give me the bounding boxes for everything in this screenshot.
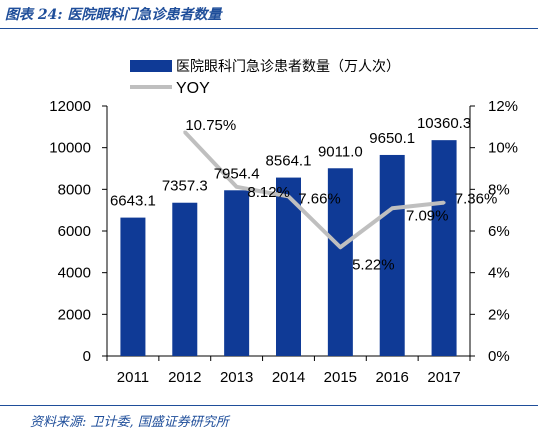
left-tick-label: 6000 (58, 223, 91, 240)
yoy-point-2017 (442, 201, 446, 205)
yoy-line-series (183, 130, 446, 250)
bar-value-label: 9650.1 (369, 130, 415, 147)
yoy-value-label: 7.09% (406, 207, 449, 224)
bar-value-label: 9011.0 (318, 143, 363, 160)
bar-2013 (224, 190, 250, 356)
source-note: 资料来源: 卫计委, 国盛证券研究所 (30, 415, 229, 430)
left-tick-label: 0 (83, 348, 91, 365)
left-tick-label: 8000 (58, 181, 91, 198)
chart-legend: 医院眼科门急诊患者数量（万人次） YOY (130, 59, 400, 97)
yoy-point-2015 (338, 245, 342, 249)
bar-value-label: 7954.4 (214, 165, 260, 182)
x-tick-label: 2012 (168, 369, 201, 386)
x-tick-label: 2017 (427, 369, 460, 386)
chart-axes: 0 2000 4000 6000 8000 10000 12000 0% 2% 4% 6% 8% 10%… (49, 98, 518, 386)
bar-2011 (120, 217, 146, 356)
bar-2016 (379, 154, 405, 356)
yoy-value-label: 10.75% (185, 117, 236, 134)
x-tick-label: 2016 (376, 369, 409, 386)
right-tick-label: 6% (488, 223, 510, 240)
bar-value-label: 6643.1 (110, 193, 156, 210)
yoy-point-2012 (183, 130, 187, 134)
yoy-point-2016 (390, 206, 394, 210)
legend-swatch-bars (130, 60, 172, 72)
right-tick-label: 10% (488, 140, 518, 157)
bar-series (120, 140, 457, 356)
bar-2017 (431, 140, 457, 356)
data-labels: 6643.1 7357.3 7954.4 8564.1 9011.0 9650.11036… (110, 115, 497, 273)
bar-value-label: 10360.3 (417, 115, 471, 132)
footer-divider (0, 405, 538, 406)
yoy-line (183, 130, 445, 250)
bar-2012 (172, 202, 198, 356)
yoy-value-label: 8.12% (247, 184, 290, 201)
x-tick-label: 2011 (117, 369, 149, 386)
left-tick-label: 2000 (58, 306, 91, 323)
right-tick-label: 12% (488, 98, 518, 115)
figure-title: 图表 24: 医院眼科门急诊患者数量 (5, 7, 222, 23)
title-divider (0, 28, 538, 29)
right-tick-label: 0% (488, 348, 510, 365)
yoy-point-2013 (235, 185, 239, 189)
legend-label-bars: 医院眼科门急诊患者数量（万人次） (176, 59, 400, 75)
right-tick-label: 8% (488, 181, 510, 198)
yoy-value-label: 7.36% (455, 191, 498, 208)
left-tick-label: 10000 (49, 140, 91, 157)
right-tick-label: 4% (488, 265, 510, 282)
left-tick-label: 4000 (58, 265, 91, 282)
x-tick-label: 2013 (220, 369, 253, 386)
bar-2015 (327, 168, 353, 356)
right-tick-label: 2% (488, 306, 510, 323)
legend-label-yoy: YOY (176, 80, 210, 97)
left-tick-label: 12000 (49, 98, 91, 115)
bar-value-label: 7357.3 (162, 178, 208, 195)
bar-value-label: 8564.1 (266, 153, 312, 170)
x-tick-label: 2014 (272, 369, 305, 386)
x-tick-label: 2015 (324, 369, 357, 386)
yoy-point-2014 (287, 194, 290, 198)
yoy-value-label: 5.22% (352, 256, 395, 273)
yoy-value-label: 7.66% (298, 190, 341, 207)
